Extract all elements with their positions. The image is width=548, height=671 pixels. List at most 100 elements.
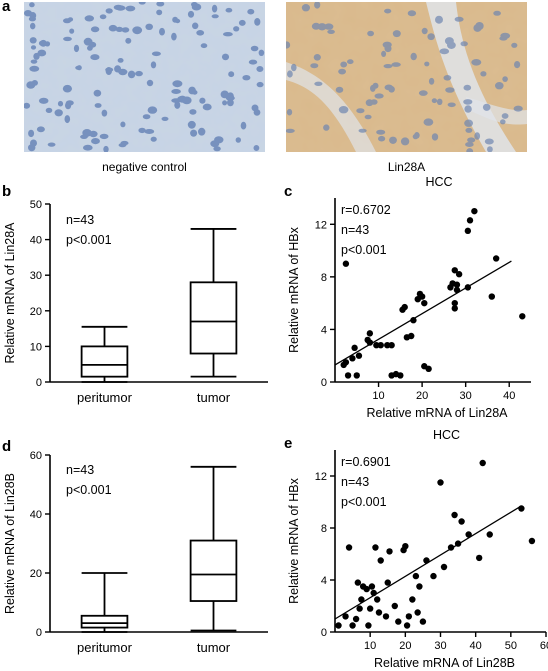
cell-nucleus bbox=[514, 61, 521, 69]
cell-nucleus bbox=[347, 59, 354, 65]
caption-lin28a: Lin28A bbox=[387, 160, 426, 174]
cell-nucleus bbox=[500, 32, 511, 39]
stats-annotation: r=0.6901 bbox=[341, 455, 391, 469]
scatter-point bbox=[475, 554, 483, 562]
cell-nucleus bbox=[150, 136, 157, 142]
scatter-point bbox=[464, 227, 472, 235]
scatter-point bbox=[355, 352, 363, 359]
cell-nucleus bbox=[189, 109, 197, 115]
cell-nucleus bbox=[400, 137, 410, 146]
cell-nucleus bbox=[338, 68, 346, 75]
scatter-point bbox=[349, 355, 356, 362]
cell-nucleus bbox=[242, 75, 251, 81]
scatter-point bbox=[421, 299, 428, 307]
scatter-point bbox=[418, 293, 426, 300]
scatter-point bbox=[451, 511, 458, 519]
scatter-point bbox=[453, 286, 461, 294]
cell-nucleus bbox=[439, 48, 450, 55]
y-tick-label: 20 bbox=[30, 568, 42, 580]
cell-nucleus bbox=[118, 68, 128, 76]
cell-nucleus bbox=[28, 129, 35, 138]
cell-nucleus bbox=[389, 136, 397, 144]
cell-nucleus bbox=[132, 26, 143, 35]
cell-nucleus bbox=[370, 84, 376, 92]
cell-nucleus bbox=[190, 129, 198, 137]
cell-nucleus bbox=[378, 135, 386, 142]
cell-nucleus bbox=[37, 49, 47, 57]
box-iqr bbox=[80, 345, 129, 378]
cell-nucleus bbox=[367, 30, 374, 37]
scatter-point bbox=[440, 563, 448, 571]
cell-nucleus bbox=[36, 126, 45, 133]
cell-nucleus bbox=[47, 142, 56, 147]
cell-nucleus bbox=[384, 8, 392, 14]
x-tick-label: 10 bbox=[372, 390, 384, 402]
scatter-point bbox=[412, 572, 420, 580]
scatter-point bbox=[403, 622, 411, 629]
scatter-point bbox=[388, 342, 395, 349]
micrograph-negative-control bbox=[24, 2, 265, 152]
cell-nucleus bbox=[323, 124, 330, 131]
cell-nucleus bbox=[222, 100, 228, 106]
y-axis-label: Relative mRNA of Lin28B bbox=[3, 473, 17, 614]
cell-nucleus bbox=[428, 77, 435, 85]
stats-annotation: n=43 bbox=[66, 213, 94, 227]
cell-nucleus bbox=[464, 105, 472, 113]
x-tick-label: 10 bbox=[364, 640, 376, 652]
cell-nucleus bbox=[138, 127, 146, 134]
cell-nucleus bbox=[94, 103, 102, 108]
scatter-point bbox=[423, 557, 430, 564]
scatter-point bbox=[471, 207, 478, 215]
cell-nucleus bbox=[39, 39, 47, 47]
cell-nucleus bbox=[502, 76, 508, 82]
cell-nucleus bbox=[83, 144, 93, 151]
cell-nucleus bbox=[356, 108, 365, 114]
scatter-point bbox=[391, 602, 398, 610]
cell-nucleus bbox=[117, 58, 124, 63]
y-tick-label: 8 bbox=[321, 523, 327, 535]
cell-nucleus bbox=[511, 42, 518, 48]
cell-nucleus bbox=[63, 36, 72, 42]
cell-nucleus bbox=[62, 84, 72, 93]
stats-annotation: p<0.001 bbox=[66, 483, 112, 497]
cell-nucleus bbox=[45, 107, 53, 113]
y-tick-label: 20 bbox=[30, 306, 42, 318]
cell-nucleus bbox=[188, 86, 196, 95]
y-tick-label: 30 bbox=[30, 270, 42, 282]
x-category-label: peritumor bbox=[77, 390, 133, 405]
stats-annotation: n=43 bbox=[341, 223, 369, 237]
cell-nucleus bbox=[199, 97, 206, 104]
cell-nucleus bbox=[64, 115, 71, 124]
cell-nucleus bbox=[228, 71, 235, 78]
scatter-point bbox=[382, 613, 390, 620]
cell-nucleus bbox=[90, 26, 100, 33]
scatter-point bbox=[342, 613, 349, 620]
x-tick-label: 40 bbox=[470, 640, 482, 652]
micrograph-negative-control-image bbox=[24, 2, 265, 152]
stats-annotation: p<0.001 bbox=[341, 495, 387, 509]
cell-nucleus bbox=[146, 79, 154, 87]
scatter-point bbox=[519, 313, 526, 320]
cell-nucleus bbox=[423, 118, 434, 126]
scatter-point bbox=[352, 615, 360, 623]
cell-nucleus bbox=[443, 75, 452, 81]
cell-nucleus bbox=[161, 116, 169, 121]
x-axis-label: Relative mRNA of Lin28B bbox=[374, 656, 515, 670]
cell-nucleus bbox=[435, 15, 443, 24]
cell-nucleus bbox=[24, 102, 31, 109]
cell-nucleus bbox=[381, 50, 387, 58]
x-tick-label: 50 bbox=[505, 640, 517, 652]
scatter-point bbox=[518, 505, 525, 512]
cell-nucleus bbox=[192, 22, 199, 30]
scatter-point bbox=[372, 544, 379, 551]
cell-nucleus bbox=[513, 105, 523, 112]
cell-nucleus bbox=[156, 2, 165, 7]
chart-title: HCC bbox=[425, 175, 452, 189]
cell-nucleus bbox=[436, 98, 443, 106]
cell-nucleus bbox=[495, 82, 504, 90]
cell-nucleus bbox=[460, 41, 468, 47]
scatter-point bbox=[366, 339, 374, 346]
scatter-point bbox=[458, 518, 465, 525]
cell-nucleus bbox=[211, 14, 219, 19]
cell-nucleus bbox=[30, 45, 37, 50]
